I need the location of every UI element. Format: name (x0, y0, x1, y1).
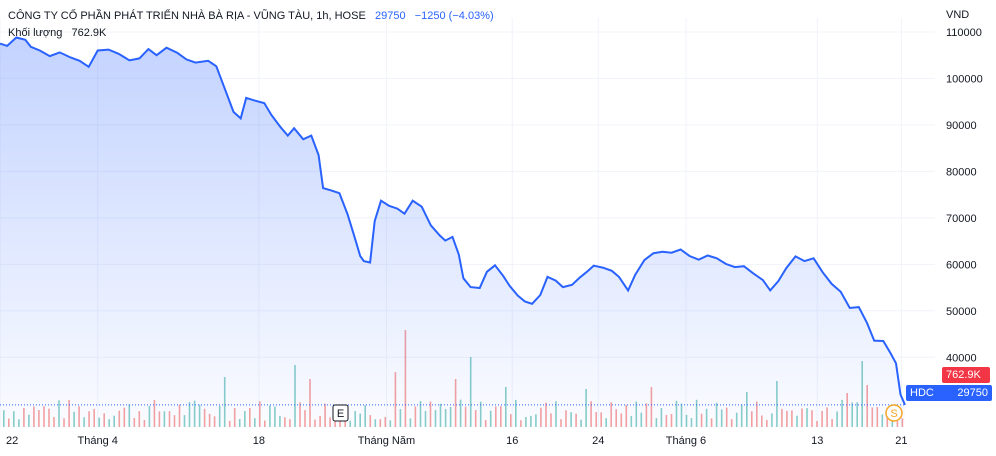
x-tick-label: 18 (253, 435, 265, 447)
x-tick-label: 21 (895, 435, 907, 447)
price-badge: HDC 29750 (906, 385, 992, 401)
symbol-label: HDC (910, 387, 934, 399)
y-tick-label: 100000 (946, 73, 983, 85)
price-label: 29750 (957, 387, 988, 399)
volume-legend: Khối lượng 762.9K (8, 26, 106, 41)
x-tick-label: Tháng 6 (666, 435, 706, 447)
x-axis-ticks: 22 Tháng 4 18 Tháng Năm 16 24 Tháng 6 13 21 (6, 435, 908, 447)
dividend-marker-label: S (890, 408, 897, 420)
x-tick-label: 22 (6, 435, 18, 447)
y-axis-ticks: 40000 50000 60000 70000 80000 90000 100000 1100… (946, 27, 983, 364)
y-tick-label: 110000 (946, 27, 982, 39)
dividend-marker[interactable]: S (885, 404, 903, 422)
y-tick-label: 80000 (946, 166, 977, 178)
volume-badge: 762.9K (942, 367, 990, 383)
x-tick-label: 16 (506, 435, 518, 447)
price-area-fill (0, 37, 905, 427)
x-tick-label: Tháng 4 (78, 435, 118, 447)
y-tick-label: 90000 (946, 120, 977, 132)
last-price: 29750 (374, 10, 406, 22)
volume-label: Khối lượng (8, 27, 63, 39)
price-line (0, 36, 906, 406)
earnings-marker-label: E (337, 408, 344, 420)
x-tick-label: Tháng Năm (358, 435, 415, 447)
currency-label: VND (946, 9, 970, 21)
x-tick-label: 24 (592, 435, 604, 447)
price-change: −1250 (−4.03%) (414, 10, 494, 22)
y-tick-label: 50000 (946, 306, 977, 318)
y-tick-label: 40000 (946, 352, 977, 364)
y-tick-label: 70000 (946, 213, 977, 225)
chart-legend: CÔNG TY CỔ PHẦN PHÁT TRIỂN NHÀ BÀ RỊA - … (8, 9, 494, 24)
y-tick-label: 60000 (946, 259, 977, 271)
earnings-marker[interactable]: E (332, 404, 349, 422)
x-tick-label: 13 (811, 435, 823, 447)
volume-value: 762.9K (71, 27, 107, 39)
company-title: CÔNG TY CỔ PHẦN PHÁT TRIỂN NHÀ BÀ RỊA - … (8, 10, 366, 22)
